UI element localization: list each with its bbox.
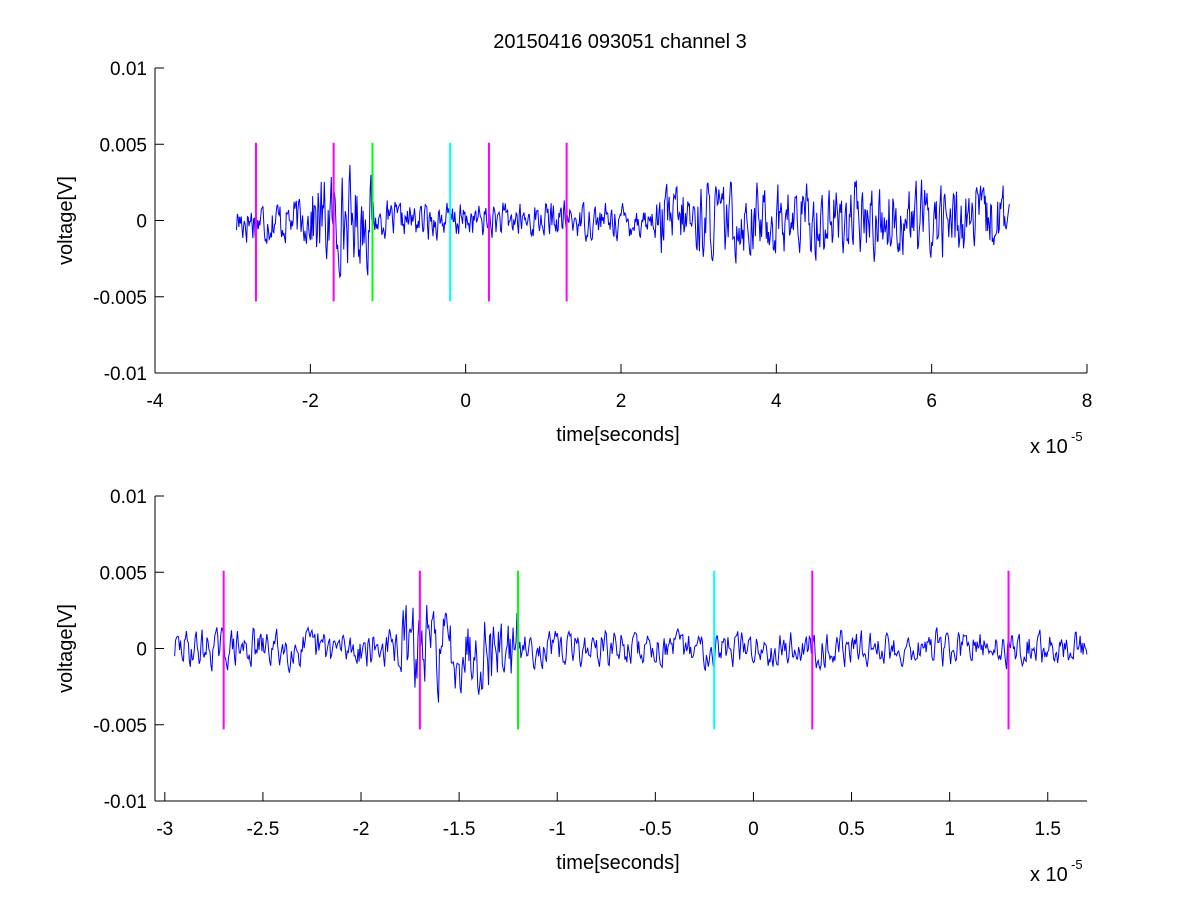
top-y-tick-label: 0.005: [99, 135, 147, 156]
top-x-tick-label: 8: [1082, 391, 1093, 412]
bottom-y-axis-label: voltage[V]: [55, 604, 77, 693]
bottom-x-axis-label: time[seconds]: [556, 852, 679, 874]
top-x-tick-label: 2: [616, 391, 627, 412]
top-y-tick-label: -0.01: [104, 364, 147, 385]
top-subplot: -0.01 -0.005 0 0.005 0.01 -4 -2 0 2 4 6 8 time[secon…: [55, 59, 1092, 458]
bottom-x-tick-label: 0.5: [838, 819, 864, 840]
bottom-x-tick-label: -3: [156, 819, 173, 840]
top-y-tick-label: 0.01: [110, 59, 147, 80]
bottom-y-tick-label: 0: [136, 640, 147, 661]
top-x-tick-label: 6: [926, 391, 937, 412]
top-x-multiplier-base: x 10: [1030, 436, 1068, 458]
bottom-x-tick-label: 0: [748, 819, 759, 840]
bottom-x-tick-label: -2.5: [247, 819, 280, 840]
bottom-y-tick-label: 0.01: [110, 487, 147, 508]
bottom-x-tick-label: 1.5: [1035, 819, 1061, 840]
bottom-subplot: -0.01 -0.005 0 0.005 0.01 -3 -2.5 -2 -1.5 -1 -0.5 0…: [55, 487, 1088, 886]
bottom-x-tick-label: -1.5: [443, 819, 476, 840]
top-x-tick-label: 0: [460, 391, 471, 412]
figure-title: 20150416 093051 channel 3: [493, 31, 747, 53]
top-x-tick-label: -2: [302, 391, 319, 412]
top-x-tick-label: 4: [771, 391, 782, 412]
bottom-y-tick-label: -0.005: [93, 716, 147, 737]
bottom-x-multiplier: x 10 -5: [1030, 857, 1083, 886]
top-signal-trace: [236, 164, 1010, 279]
bottom-x-tick-label: -0.5: [639, 819, 672, 840]
top-y-tick-label: 0: [136, 212, 147, 233]
top-x-multiplier-exponent: -5: [1071, 429, 1083, 444]
top-x-axis-label: time[seconds]: [556, 424, 679, 446]
bottom-x-multiplier-exponent: -5: [1071, 857, 1083, 872]
bottom-x-multiplier-base: x 10: [1030, 864, 1068, 886]
bottom-x-tick-label: -1: [549, 819, 566, 840]
top-y-axis-label: voltage[V]: [55, 176, 77, 265]
top-x-multiplier: x 10 -5: [1030, 429, 1083, 458]
bottom-x-tick-label: -2: [353, 819, 370, 840]
bottom-y-tick-label: -0.01: [104, 792, 147, 813]
top-y-tick-label: -0.005: [93, 288, 147, 309]
bottom-x-tick-label: 1: [944, 819, 955, 840]
bottom-y-tick-label: 0.005: [99, 563, 147, 584]
top-x-tick-label: -4: [147, 391, 164, 412]
bottom-signal-trace: [174, 604, 1088, 703]
